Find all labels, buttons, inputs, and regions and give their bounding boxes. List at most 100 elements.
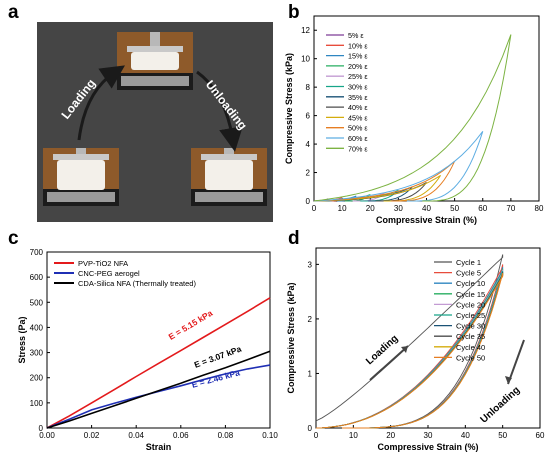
- chart-d-ytick-label: 3: [308, 260, 313, 269]
- chart-d-ytick-label: 1: [308, 369, 313, 378]
- chart-b-legend-label: 40% ε: [348, 103, 368, 112]
- chart-b-legend-label: 60% ε: [348, 134, 368, 143]
- chart-b-series-line: [314, 194, 371, 202]
- chart-b-legend-label: 25% ε: [348, 72, 368, 81]
- unloading-arrow: [196, 70, 243, 152]
- chart-b-axes-frame: [313, 15, 540, 202]
- chart-d-axes-frame: [315, 247, 541, 429]
- panel-letter-a: a: [8, 2, 19, 23]
- chart-c-ytick-label: 0: [39, 424, 44, 433]
- chart-c-legend-label: CNC-PEG aerogel: [78, 269, 140, 278]
- chart-b-series-line: [313, 130, 484, 202]
- chart-c-xtick-label: 0.00: [39, 431, 55, 440]
- chart-d-legend-label: Cycle 5: [456, 269, 481, 278]
- chart-c-xtick-label: 0.06: [173, 431, 189, 440]
- chart-b-ytick-label: 0: [306, 197, 311, 206]
- chart-c-ytick-label: 300: [30, 349, 44, 358]
- chart-b-legend-label: 35% ε: [348, 93, 368, 102]
- chart-d-unloading-annotation: Unloading: [478, 385, 522, 426]
- chart-d-series-line: [315, 268, 504, 429]
- chart-b-xtick-label: 70: [506, 204, 515, 213]
- chart-d-series-line: [315, 264, 504, 429]
- chart-d-legend-label: Cycle 15: [456, 290, 485, 299]
- chart-b-legend-label: 10% ε: [348, 41, 368, 50]
- chart-d-ytick-label: 2: [308, 315, 313, 324]
- chart-c-modulus-annotation: E = 2.46 kPa: [191, 367, 242, 390]
- photo-left-initial: [43, 148, 119, 206]
- chart-c-xlabel: Strain: [146, 442, 172, 452]
- chart-c-legend-label: CDA-Silica NFA (Thermally treated): [78, 279, 196, 288]
- chart-c-ytick-label: 600: [30, 273, 44, 282]
- chart-d-xlabel: Compressive Strain (%): [377, 442, 478, 452]
- chart-b-series-line: [313, 34, 512, 202]
- chart-c-xtick-label: 0.10: [262, 431, 278, 440]
- chart-d-unloading-arrowhead: [505, 376, 512, 384]
- chart-d-series-line: [315, 270, 504, 429]
- chart-c-ytick-label: 200: [30, 374, 44, 383]
- chart-c-ylabel: Stress (Pa): [17, 316, 27, 363]
- chart-c-ytick-label: 700: [30, 248, 44, 257]
- chart-c-axes-frame: [46, 251, 271, 429]
- chart-d-series-line: [315, 254, 504, 429]
- chart-d-xtick-label: 40: [461, 431, 470, 440]
- chart-d-legend-label: Cycle 35: [456, 332, 485, 341]
- chart-b-legend-label: 5% ε: [348, 31, 364, 40]
- chart-d-xtick-label: 0: [314, 431, 319, 440]
- chart-b-xtick-label: 20: [366, 204, 375, 213]
- panel-letter-d: d: [288, 228, 300, 249]
- chart-d-legend-label: Cycle 30: [456, 322, 485, 331]
- chart-b-legend-label: 45% ε: [348, 113, 368, 122]
- chart-b-series-line: [313, 189, 399, 202]
- chart-d-xtick-label: 60: [536, 431, 545, 440]
- chart-c-legend-label: PVP-TiO2 NFA: [78, 259, 128, 268]
- photo-center-loaded: [117, 32, 193, 90]
- chart-b-series-line: [313, 160, 456, 202]
- panel-letter-c: c: [8, 228, 19, 249]
- chart-b-legend-label: 30% ε: [348, 83, 368, 92]
- chart-d-xtick-label: 50: [498, 431, 507, 440]
- chart-c-ytick-label: 400: [30, 323, 44, 332]
- chart-d-ylabel: Compressive Stress (kPa): [286, 282, 296, 393]
- chart-b-legend-label: 20% ε: [348, 62, 368, 71]
- chart-d-legend-label: Cycle 50: [456, 353, 485, 362]
- chart-d-legend-label: Cycle 40: [456, 343, 485, 352]
- chart-d-series-line: [315, 272, 504, 429]
- chart-b-xtick-label: 50: [450, 204, 459, 213]
- chart-c-series-line: [46, 364, 271, 429]
- compression-photo-panel: Loading Unloading: [37, 22, 273, 222]
- chart-d-loading-annotation: Loading: [364, 333, 400, 367]
- chart-c-series-line: [46, 350, 271, 429]
- chart-b-legend-label: 70% ε: [348, 144, 368, 153]
- chart-b-series-line: [313, 182, 427, 202]
- loading-arrow: [77, 65, 125, 141]
- panel-letter-b: b: [288, 2, 300, 23]
- chart-b-legend-label: 15% ε: [348, 52, 368, 61]
- chart-b-series-line: [314, 192, 385, 202]
- chart-c-series-line: [46, 297, 271, 429]
- chart-b-xtick-label: 60: [478, 204, 487, 213]
- chart-b-series-line: [314, 196, 343, 202]
- chart-d-unloading-arrow: [507, 339, 525, 385]
- chart-b-series-line: [314, 195, 357, 202]
- chart-d-loading-arrow: [369, 345, 409, 381]
- chart-d-legend-label: Cycle 25: [456, 311, 485, 320]
- chart-c-xtick-label: 0.08: [218, 431, 234, 440]
- chart-c-xtick-label: 0.02: [84, 431, 100, 440]
- chart-b-ytick-label: 10: [301, 55, 310, 64]
- chart-b-ytick-label: 12: [301, 26, 310, 35]
- chart-d-legend-label: Cycle 10: [456, 279, 485, 288]
- chart-c-xtick-label: 0.04: [128, 431, 144, 440]
- chart-c-ytick-label: 100: [30, 399, 44, 408]
- chart-b-xtick-label: 40: [422, 204, 431, 213]
- chart-d-legend-label: Cycle 1: [456, 258, 481, 267]
- chart-d-series-line: [315, 272, 504, 429]
- chart-d-ytick-label: 0: [308, 424, 313, 433]
- chart-b-series-line: [314, 198, 329, 202]
- chart-d-series-line: [315, 273, 504, 429]
- chart-d-series-line: [315, 271, 504, 429]
- chart-d-legend-label: Cycle 20: [456, 300, 485, 309]
- chart-c-modulus-annotation: E = 5.15 kPa: [167, 308, 215, 342]
- chart-d-xtick-label: 20: [386, 431, 395, 440]
- chart-b-ytick-label: 4: [306, 140, 311, 149]
- chart-d-loading-arrowhead: [401, 346, 408, 353]
